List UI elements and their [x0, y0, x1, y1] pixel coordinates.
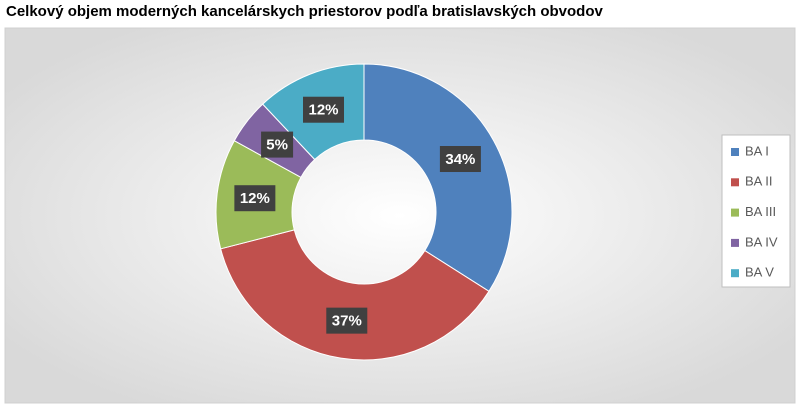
- data-label: 37%: [332, 313, 362, 330]
- legend-swatch: [731, 208, 739, 217]
- legend-swatch: [731, 178, 739, 187]
- data-label-box: [234, 185, 276, 212]
- legend-label: BA IV: [745, 234, 778, 249]
- data-label-box: [439, 146, 481, 173]
- legend-swatch: [731, 269, 739, 278]
- legend-swatch: [731, 238, 739, 247]
- data-label: 5%: [266, 137, 288, 154]
- legend-label: BA V: [745, 265, 774, 280]
- data-label-box: [326, 307, 368, 334]
- data-label: 12%: [240, 190, 270, 207]
- data-label: 12%: [308, 102, 338, 119]
- legend-swatch: [731, 148, 739, 156]
- legend-label: BA I: [745, 143, 769, 158]
- chart-title: Celkový objem moderných kancelárskych pr…: [6, 3, 603, 20]
- data-label-box: [261, 131, 294, 158]
- donut-segment: [363, 63, 513, 292]
- donut-segment: [220, 229, 490, 361]
- legend-label: BA III: [745, 204, 776, 219]
- data-label-box: [303, 96, 345, 123]
- data-label: 34%: [445, 151, 475, 168]
- legend-label: BA II: [745, 174, 772, 189]
